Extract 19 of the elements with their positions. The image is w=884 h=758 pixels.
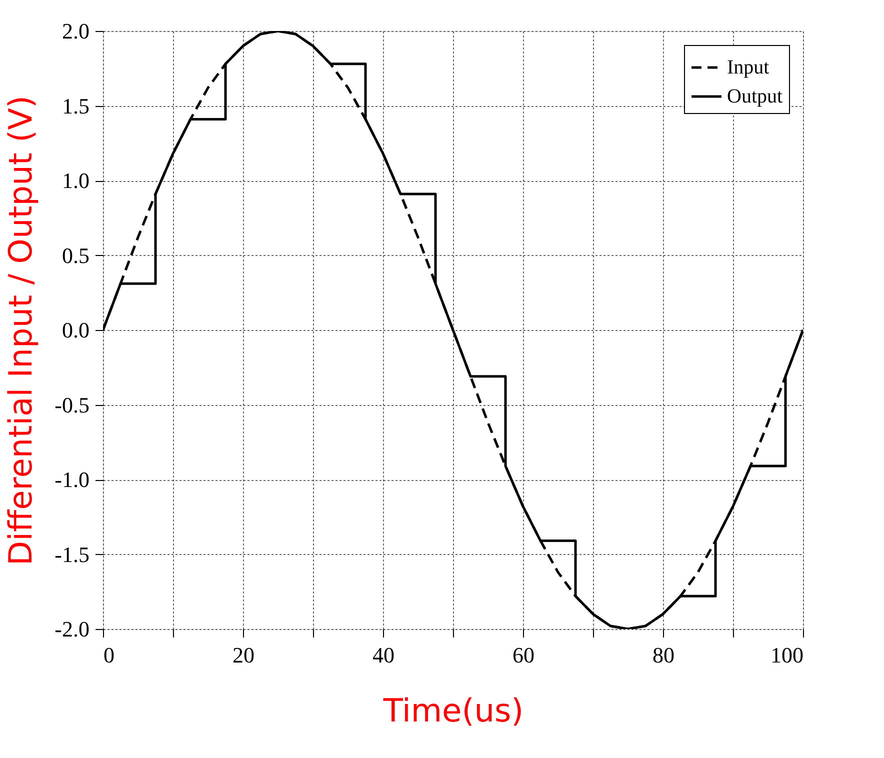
y-tick-label: 1.0 bbox=[62, 168, 90, 193]
x-axis-title: Time(us) bbox=[382, 692, 524, 730]
x-tick-label: 80 bbox=[652, 642, 674, 668]
y-tick-label: 2.0 bbox=[62, 18, 90, 44]
y-tick-label: 0.5 bbox=[62, 242, 90, 268]
y-tick-label: 1.5 bbox=[62, 93, 90, 118]
y-axis-title: Differential Input / Output (V) bbox=[2, 96, 40, 566]
legend-label: Output bbox=[727, 86, 783, 108]
legend-label: Input bbox=[727, 56, 770, 78]
y-tick-label: -1.5 bbox=[54, 542, 90, 567]
y-tick-label: 0.0 bbox=[62, 318, 90, 342]
y-tick-label: -1.0 bbox=[54, 467, 90, 492]
y-tick-label: -0.5 bbox=[54, 392, 90, 418]
x-tick-label: 0 bbox=[104, 642, 114, 668]
x-tick-label: 20 bbox=[232, 642, 254, 668]
x-tick-label: 100 bbox=[770, 642, 804, 668]
x-tick-label: 40 bbox=[372, 642, 394, 668]
y-tick-label: -2.0 bbox=[54, 616, 90, 642]
x-tick-label: 60 bbox=[512, 642, 534, 668]
